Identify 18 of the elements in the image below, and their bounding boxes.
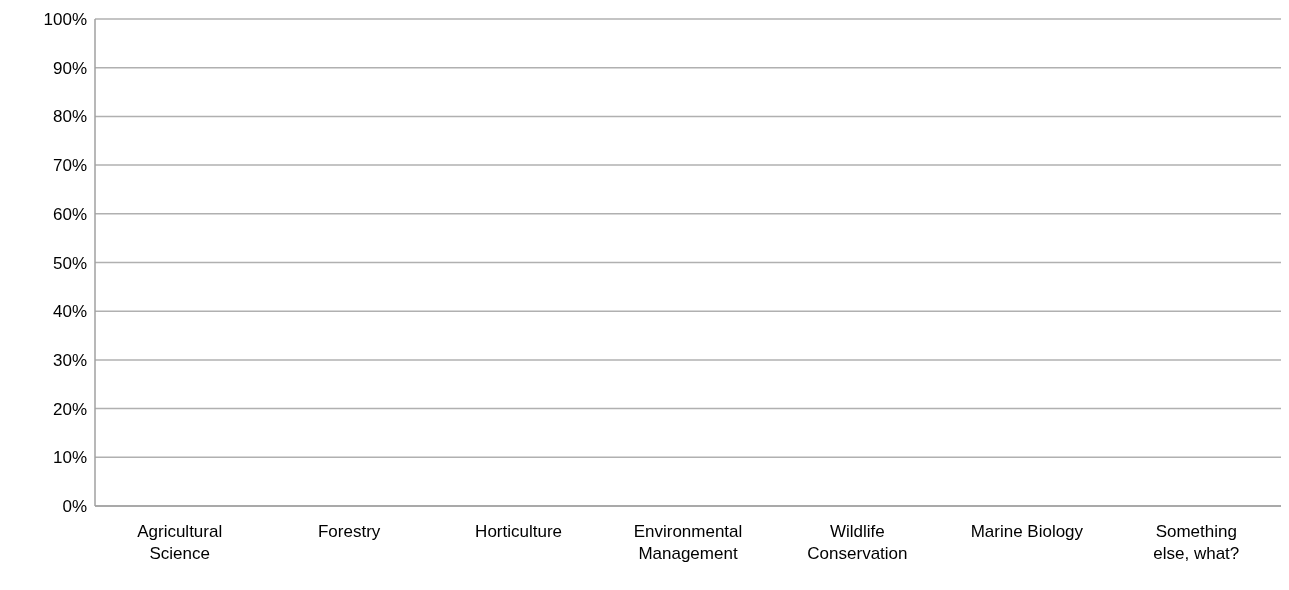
y-tick-label: 70% — [52, 156, 87, 176]
x-tick-label: Wildlife Conservation — [807, 522, 908, 563]
y-tick-label: 60% — [52, 204, 87, 224]
y-tick-label: 90% — [52, 58, 87, 78]
y-tick-label: 100% — [43, 10, 87, 30]
y-tick-label: 20% — [52, 399, 87, 419]
y-tick-label: 30% — [52, 350, 87, 370]
x-tick-label: Horticulture — [475, 522, 563, 542]
x-tick-label: Environmental Management — [633, 522, 743, 563]
x-tick-label: Agricultural Science — [137, 522, 223, 563]
y-tick-label: 80% — [52, 107, 87, 127]
x-tick-label: Marine Biology — [970, 522, 1084, 542]
x-tick-label: Forestry — [317, 522, 381, 542]
y-tick-label: 40% — [52, 302, 87, 322]
y-tick-label: 0% — [62, 497, 87, 517]
y-tick-label: 10% — [52, 448, 87, 468]
x-tick-label: Something else, what? — [1153, 522, 1240, 563]
y-tick-label: 50% — [52, 253, 87, 273]
